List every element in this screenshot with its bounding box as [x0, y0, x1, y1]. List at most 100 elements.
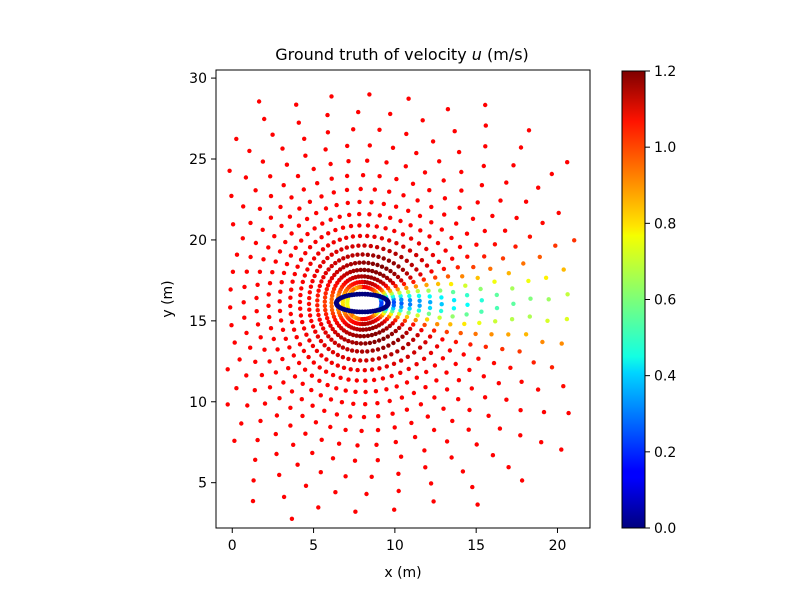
scatter-point: [428, 350, 434, 356]
scatter-point: [319, 322, 324, 327]
scatter-point: [377, 174, 382, 179]
scatter-point: [301, 348, 307, 354]
scatter-point: [357, 327, 363, 332]
scatter-point: [527, 234, 533, 239]
scatter-point: [283, 239, 288, 245]
scatter-point: [448, 322, 453, 327]
scatter-point: [392, 228, 397, 234]
scatter-point: [338, 375, 343, 380]
scatter-point: [394, 384, 399, 389]
scatter-point: [307, 307, 312, 312]
scatter-point: [367, 212, 372, 217]
scatter-point: [310, 324, 316, 329]
scatter-point: [340, 225, 346, 230]
scatter-point: [305, 231, 310, 237]
scatter-point: [439, 227, 444, 232]
scatter-point: [375, 347, 381, 352]
scatter-point: [442, 212, 447, 217]
scatter-point: [430, 252, 436, 258]
scatter-point: [450, 289, 456, 295]
scatter-point: [314, 348, 320, 354]
scatter-point: [370, 268, 375, 274]
scatter-point: [379, 236, 385, 241]
scatter-point: [344, 173, 350, 179]
scatter-point: [469, 386, 474, 391]
scatter-point: [366, 268, 371, 273]
y-tick-label: 10: [189, 395, 207, 411]
scatter-point: [444, 370, 449, 375]
scatter-point: [294, 335, 299, 340]
x-axis-label: x (m): [384, 565, 421, 581]
scatter-point: [556, 210, 561, 216]
scatter-point: [318, 470, 323, 475]
scatter-point: [397, 311, 402, 316]
scatter-point: [336, 258, 342, 263]
scatter-point: [293, 245, 298, 250]
scatter-point: [403, 164, 408, 169]
colorbar-tick-label: 0.4: [654, 369, 676, 385]
scatter-point: [300, 381, 305, 386]
scatter-point: [384, 266, 389, 271]
scatter-point: [407, 293, 412, 299]
scatter-point: [414, 375, 419, 380]
scatter-point: [353, 509, 358, 514]
scatter-point: [319, 279, 324, 284]
scatter-point: [443, 248, 448, 253]
scatter-point: [540, 339, 545, 345]
scatter-point: [561, 384, 566, 389]
scatter-point: [388, 278, 393, 283]
scatter-points: [225, 92, 577, 521]
scatter-point: [332, 272, 337, 278]
scatter-point: [330, 293, 335, 298]
scatter-point: [337, 267, 343, 272]
scatter-point: [376, 254, 381, 259]
scatter-point: [377, 127, 382, 132]
scatter-point: [354, 378, 359, 383]
scatter-point: [242, 284, 247, 290]
scatter-point: [451, 298, 457, 303]
scatter-point: [398, 370, 403, 375]
scatter-point: [332, 340, 338, 345]
scatter-point: [510, 286, 515, 291]
scatter-point: [334, 386, 339, 391]
scatter-point: [400, 267, 406, 272]
scatter-point: [479, 298, 484, 303]
scatter-point: [311, 360, 316, 365]
scatter-point: [390, 145, 396, 150]
scatter-point: [322, 303, 328, 309]
scatter-point: [435, 281, 441, 287]
scatter-point: [284, 261, 290, 267]
scatter-point: [292, 271, 297, 277]
scatter-point: [354, 349, 360, 354]
scatter-point: [523, 332, 529, 337]
scatter-point: [437, 315, 442, 320]
scatter-point: [398, 358, 404, 363]
scatter-point: [432, 363, 438, 368]
scatter-point: [477, 320, 482, 326]
scatter-point: [351, 127, 356, 132]
scatter-point: [330, 326, 335, 332]
scatter-point: [407, 298, 413, 303]
scatter-point: [371, 253, 376, 258]
scatter-point: [344, 245, 349, 250]
scatter-point: [232, 438, 237, 443]
scatter-point: [479, 183, 485, 188]
scatter-point: [295, 173, 301, 179]
scatter-point: [339, 247, 344, 252]
scatter-point: [295, 462, 300, 467]
colorbar-tick-label: 0.0: [654, 521, 676, 537]
scatter-point: [456, 397, 461, 402]
scatter-point: [497, 426, 503, 431]
scatter-point: [321, 259, 326, 265]
scatter-point: [326, 267, 331, 272]
scatter-point: [475, 275, 480, 281]
scatter-point: [369, 332, 374, 338]
scatter-point: [245, 403, 250, 408]
scatter-point: [292, 374, 298, 379]
y-tick-label: 5: [198, 476, 207, 492]
scatter-point: [252, 388, 257, 393]
scatter-point: [308, 261, 313, 266]
scatter-point: [553, 243, 558, 248]
scatter-point: [390, 280, 396, 286]
scatter-point: [302, 136, 307, 141]
